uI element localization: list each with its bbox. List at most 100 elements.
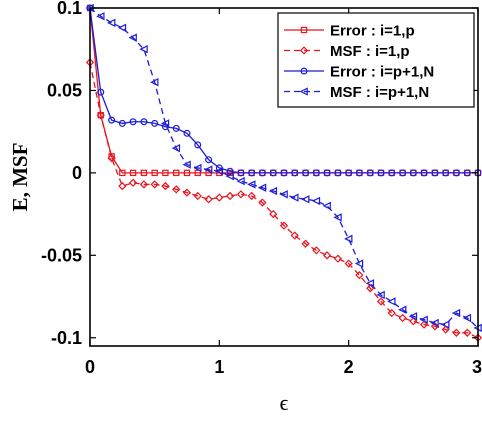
series-4-point: [462, 313, 472, 323]
series-4-point: [333, 213, 342, 222]
series-4-point: [322, 201, 331, 211]
series-2-point: [161, 181, 170, 191]
series-4-point: [311, 196, 321, 206]
series-3-point: [312, 169, 320, 177]
series-2-point: [290, 231, 299, 240]
y-tick-label: 0.1: [57, 0, 82, 18]
series-3-point: [442, 169, 450, 177]
series-3-point: [140, 118, 148, 126]
series-1-point: [129, 169, 137, 177]
series-4-point: [236, 176, 245, 186]
series-1-point: [194, 169, 201, 177]
legend-box: [277, 12, 475, 108]
series-2-point: [172, 185, 181, 194]
series-1-point: [108, 153, 115, 160]
series-2-point: [247, 191, 256, 201]
series-4-point: [408, 312, 418, 321]
series-4-point: [107, 18, 116, 28]
series-4-point: [344, 234, 353, 244]
series-2-point: [344, 259, 353, 268]
series-2-point: [452, 328, 461, 337]
series-3-point: [237, 169, 245, 177]
series-2-point: [258, 198, 267, 207]
series-3-point: [334, 169, 342, 177]
series-2-line: [89, 62, 479, 339]
series-4-point: [150, 78, 159, 87]
series-4-point: [268, 186, 278, 196]
series-4-point: [128, 33, 137, 42]
series-3-point: [323, 169, 331, 177]
legend-marker-2: [299, 46, 309, 55]
y-tick-label: 0: [72, 163, 82, 183]
series-2-point: [419, 320, 429, 329]
series-3-point: [399, 169, 407, 177]
series-3-point: [431, 169, 439, 177]
series-3-point: [463, 169, 471, 177]
series-2-point: [366, 284, 375, 293]
series-4-line: [89, 7, 479, 329]
series-4-point: [204, 165, 213, 174]
x-tick-label: 2: [344, 357, 354, 377]
x-axis: 0 1 2 3: [85, 8, 482, 377]
series-4-point: [182, 160, 191, 169]
series-4-point: [279, 190, 288, 199]
series-4-point: [139, 45, 148, 54]
series-3-point: [118, 119, 126, 127]
series-3-point: [291, 169, 299, 177]
plot-frame: [89, 7, 479, 347]
series-group: [85, 3, 482, 342]
series-3-point: [280, 169, 288, 177]
legend-label-4: MSF : i=p+1,N: [330, 84, 429, 101]
series-2-point: [463, 328, 472, 337]
series-2-point: [333, 254, 343, 263]
series-1-point: [140, 169, 148, 177]
series-2-point: [139, 180, 149, 189]
series-3-point: [420, 169, 428, 177]
y-axis: 0.1 0.05 0 -0.05 -0.1: [41, 0, 478, 348]
series-3-point: [172, 124, 180, 132]
legend: Error : i=1,p MSF : i=1,p Error : i=p+1,N M…: [277, 12, 475, 108]
series-4-point: [387, 297, 396, 306]
series-4-point: [365, 279, 375, 288]
y-axis-label: E, MSF: [8, 143, 32, 212]
series-3-point: [129, 118, 137, 126]
legend-label-1: Error : i=1,p: [330, 23, 415, 40]
series-2-point: [128, 178, 138, 187]
series-4-point: [290, 193, 299, 202]
series-3-point: [248, 169, 256, 177]
series-2-point: [355, 270, 364, 280]
series-2-point: [269, 209, 278, 219]
series-4-point: [96, 12, 105, 21]
series-3-point: [366, 169, 374, 177]
series-2-point: [182, 188, 192, 197]
series-4-point: [247, 180, 256, 189]
series-3-point: [355, 169, 363, 177]
series-2-point: [236, 190, 246, 199]
series-3-point: [97, 88, 105, 96]
series-2-point: [376, 297, 386, 306]
series-4-point: [419, 315, 428, 324]
series-4-point: [225, 172, 234, 181]
series-4-point: [301, 195, 310, 204]
series-2-point: [193, 191, 202, 201]
series-2: [85, 58, 482, 342]
series-2-point: [96, 111, 105, 120]
series-2-point: [441, 325, 450, 334]
series-4-point: [193, 163, 202, 173]
x-tick-label: 3: [472, 357, 482, 377]
series-1-point: [173, 169, 180, 177]
series-4-point: [354, 259, 364, 268]
legend-marker-3: [300, 67, 308, 75]
series-1-point: [162, 169, 169, 177]
x-tick-label: 1: [214, 357, 224, 377]
series-2-point: [118, 181, 127, 191]
series-4-point: [257, 183, 267, 192]
series-2-point: [150, 180, 159, 189]
series-3-point: [452, 169, 460, 177]
series-3-line: [89, 7, 478, 174]
series-2-point: [225, 191, 235, 201]
series-4-point: [117, 23, 127, 32]
series-4-point: [441, 320, 450, 329]
legend-marker-4: [299, 87, 308, 96]
